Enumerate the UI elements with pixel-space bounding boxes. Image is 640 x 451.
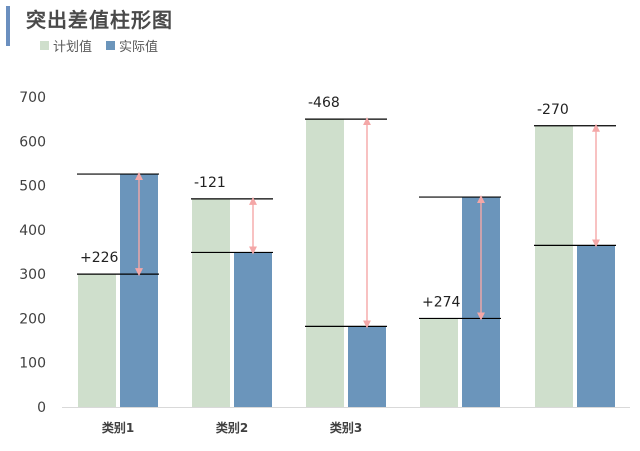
- y-tick-label: 200: [19, 311, 46, 327]
- y-tick-label: 0: [37, 400, 46, 416]
- actual-bar: [577, 245, 615, 407]
- y-tick-label: 600: [19, 134, 46, 150]
- legend-swatch-planned: [40, 41, 49, 50]
- category-label: 类别2: [216, 420, 248, 435]
- legend-label-actual: 实际值: [119, 40, 159, 55]
- actual-bar: [348, 326, 386, 407]
- difference-label: -121: [194, 175, 226, 191]
- y-tick-label: 100: [19, 356, 46, 372]
- legend-item-planned: 计划值: [40, 36, 92, 55]
- planned-bar: [192, 198, 230, 407]
- planned-bar: [78, 274, 116, 407]
- actual-bar: [234, 252, 272, 407]
- y-tick-label: 300: [19, 267, 46, 283]
- planned-bar: [420, 318, 458, 407]
- title-accent-bar: [6, 6, 10, 46]
- y-tick-label: 700: [19, 90, 46, 106]
- category-label: 类别3: [330, 420, 362, 435]
- difference-label: -468: [308, 95, 340, 111]
- legend-item-actual: 实际值: [106, 36, 158, 55]
- difference-label: +226: [80, 250, 119, 266]
- legend: 计划值 实际值: [40, 36, 158, 55]
- difference-label: -270: [537, 102, 569, 118]
- y-tick-label: 500: [19, 179, 46, 195]
- category-label: 类别1: [102, 420, 134, 435]
- legend-label-planned: 计划值: [53, 40, 93, 55]
- planned-bar: [306, 119, 344, 408]
- planned-bar: [535, 125, 573, 408]
- legend-swatch-actual: [106, 41, 116, 50]
- chart-title: 突出差值柱形图: [26, 8, 173, 32]
- y-tick-label: 400: [19, 223, 46, 239]
- difference-label: +274: [422, 294, 461, 310]
